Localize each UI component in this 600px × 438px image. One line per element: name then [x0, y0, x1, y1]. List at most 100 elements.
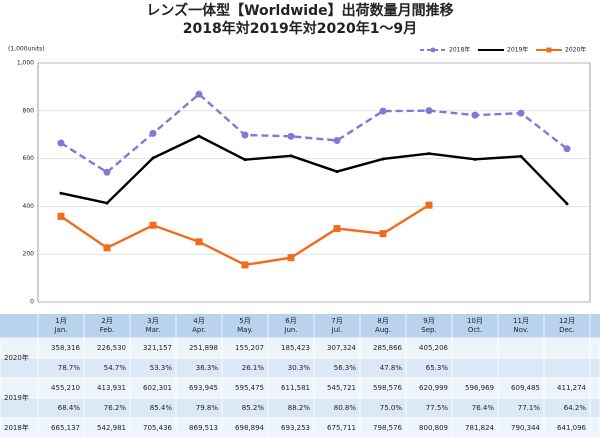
legend-label: 2018年 [449, 46, 470, 54]
table-cell: 413,931 [97, 384, 126, 392]
table-cell: 800,809 [419, 424, 448, 432]
table-cell: 54.7% [104, 364, 127, 372]
point [105, 201, 109, 205]
table-cell: 705,436 [143, 424, 172, 432]
point [287, 254, 295, 262]
y-unit: (1,000units) [8, 46, 45, 53]
table-cell: 596,969 [465, 384, 494, 392]
table-cell: 693,945 [189, 384, 218, 392]
header-month-en: Apr. [192, 326, 206, 334]
point [241, 261, 249, 269]
table-cell: 30.3% [288, 364, 311, 372]
legend-marker [546, 47, 552, 53]
header-month-en: Jan. [53, 326, 67, 334]
header-month: 7月 [331, 317, 342, 325]
header-month-en: Dec. [559, 326, 575, 334]
point [473, 157, 477, 161]
table-cell: 185,423 [281, 344, 310, 352]
point [471, 111, 479, 119]
point [243, 158, 247, 162]
table-cell: 47.8% [380, 364, 403, 372]
point [59, 191, 63, 195]
table-cell: 620,999 [419, 384, 448, 392]
y-tick-label: 1,000 [17, 60, 34, 67]
header-month-en: Jul. [331, 326, 343, 334]
table-cell: 76.4% [472, 404, 495, 412]
table-cell: 56.3% [334, 364, 357, 372]
header-month-en: Feb. [100, 326, 115, 334]
chart-subtitle: 2018年対2019年対2020年1～9月 [183, 20, 417, 37]
table-row-bg [0, 417, 600, 438]
y-tick-label: 400 [23, 203, 35, 210]
series-line [60, 134, 568, 205]
y-tick-label: 200 [23, 251, 35, 258]
header-month-en: Jun. [283, 326, 297, 334]
table-cell: 665,137 [51, 424, 80, 432]
table-cell: 64.2% [564, 404, 587, 412]
table-cell: 698,894 [235, 424, 264, 432]
point [381, 157, 385, 161]
table-cell: 411,274 [557, 384, 586, 392]
header-month: 5月 [239, 317, 250, 325]
point [103, 168, 111, 176]
header-month: 8月 [377, 317, 388, 325]
table-cell: 798,576 [373, 424, 402, 432]
table-cell: 77.5% [426, 404, 449, 412]
point [195, 90, 203, 98]
table-cell: 88.2% [288, 404, 311, 412]
header-month-en: Nov. [513, 326, 528, 334]
legend-label: 2020年 [565, 46, 586, 54]
header-month: 12月 [559, 317, 575, 325]
table-cell: 321,157 [143, 344, 172, 352]
table-cell: 155,207 [235, 344, 264, 352]
point [287, 132, 295, 140]
table-cell: 595,475 [235, 384, 264, 392]
series-line [60, 204, 430, 267]
point [519, 154, 523, 158]
table-cell: 598,576 [373, 384, 402, 392]
chart-title: レンズ一体型【Worldwide】出荷数量月間推移 [146, 2, 453, 19]
y-tick-label: 800 [23, 107, 35, 114]
table-cell: 358,316 [51, 344, 80, 352]
header-month: 10月 [467, 317, 483, 325]
header-month: 11月 [513, 317, 529, 325]
point [197, 134, 201, 138]
y-tick-label: 0 [30, 299, 34, 306]
table-cell: 226,530 [97, 344, 126, 352]
table-cell: 405,206 [419, 344, 448, 352]
header-month: 9月 [423, 317, 434, 325]
point [425, 201, 433, 209]
table-cell: 53.3% [150, 364, 173, 372]
header-month-en: Oct. [468, 326, 482, 334]
point [57, 212, 65, 220]
point [379, 107, 387, 115]
table-cell: 285,866 [373, 344, 402, 352]
table-cell: 611,581 [281, 384, 310, 392]
table-cell: 790,344 [511, 424, 540, 432]
header-month-en: Sep. [421, 326, 436, 334]
legend-marker [430, 47, 436, 53]
table-cell: 65.3% [426, 364, 449, 372]
series-line [60, 92, 568, 174]
row-label: 2020年 [4, 353, 29, 362]
point [151, 156, 155, 160]
point [563, 145, 571, 153]
header-month-en: Mar. [146, 326, 161, 334]
point [149, 221, 157, 229]
point [379, 230, 387, 238]
row-label: 2019年 [4, 393, 29, 402]
table-cell: 545,721 [327, 384, 356, 392]
point [333, 225, 341, 233]
header-month: 3月 [147, 317, 158, 325]
table-cell: 36.3% [196, 364, 219, 372]
header-month-en: Aug. [375, 326, 391, 334]
point [195, 238, 203, 246]
table-cell: 76.2% [104, 404, 127, 412]
point [149, 129, 157, 137]
table-cell: 693,253 [281, 424, 310, 432]
table-cell: 781,824 [465, 424, 494, 432]
header-month: 6月 [285, 317, 296, 325]
table-cell: 75.0% [380, 404, 403, 412]
row-label: 2018年 [4, 423, 29, 432]
table-cell: 80.8% [334, 404, 357, 412]
